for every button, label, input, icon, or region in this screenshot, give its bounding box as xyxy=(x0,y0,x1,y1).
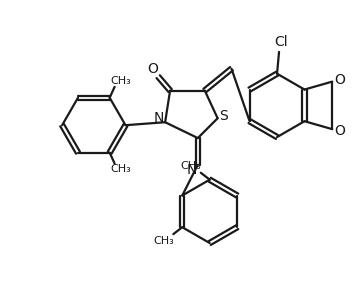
Text: S: S xyxy=(219,109,228,123)
Text: N: N xyxy=(154,111,164,125)
Text: CH₃: CH₃ xyxy=(153,236,174,246)
Text: N: N xyxy=(187,163,197,177)
Text: CH₃: CH₃ xyxy=(180,161,201,171)
Text: CH₃: CH₃ xyxy=(110,76,131,86)
Text: Cl: Cl xyxy=(274,35,288,49)
Text: O: O xyxy=(335,124,345,138)
Text: CH₃: CH₃ xyxy=(110,164,131,175)
Text: O: O xyxy=(335,72,345,87)
Text: O: O xyxy=(147,62,158,76)
